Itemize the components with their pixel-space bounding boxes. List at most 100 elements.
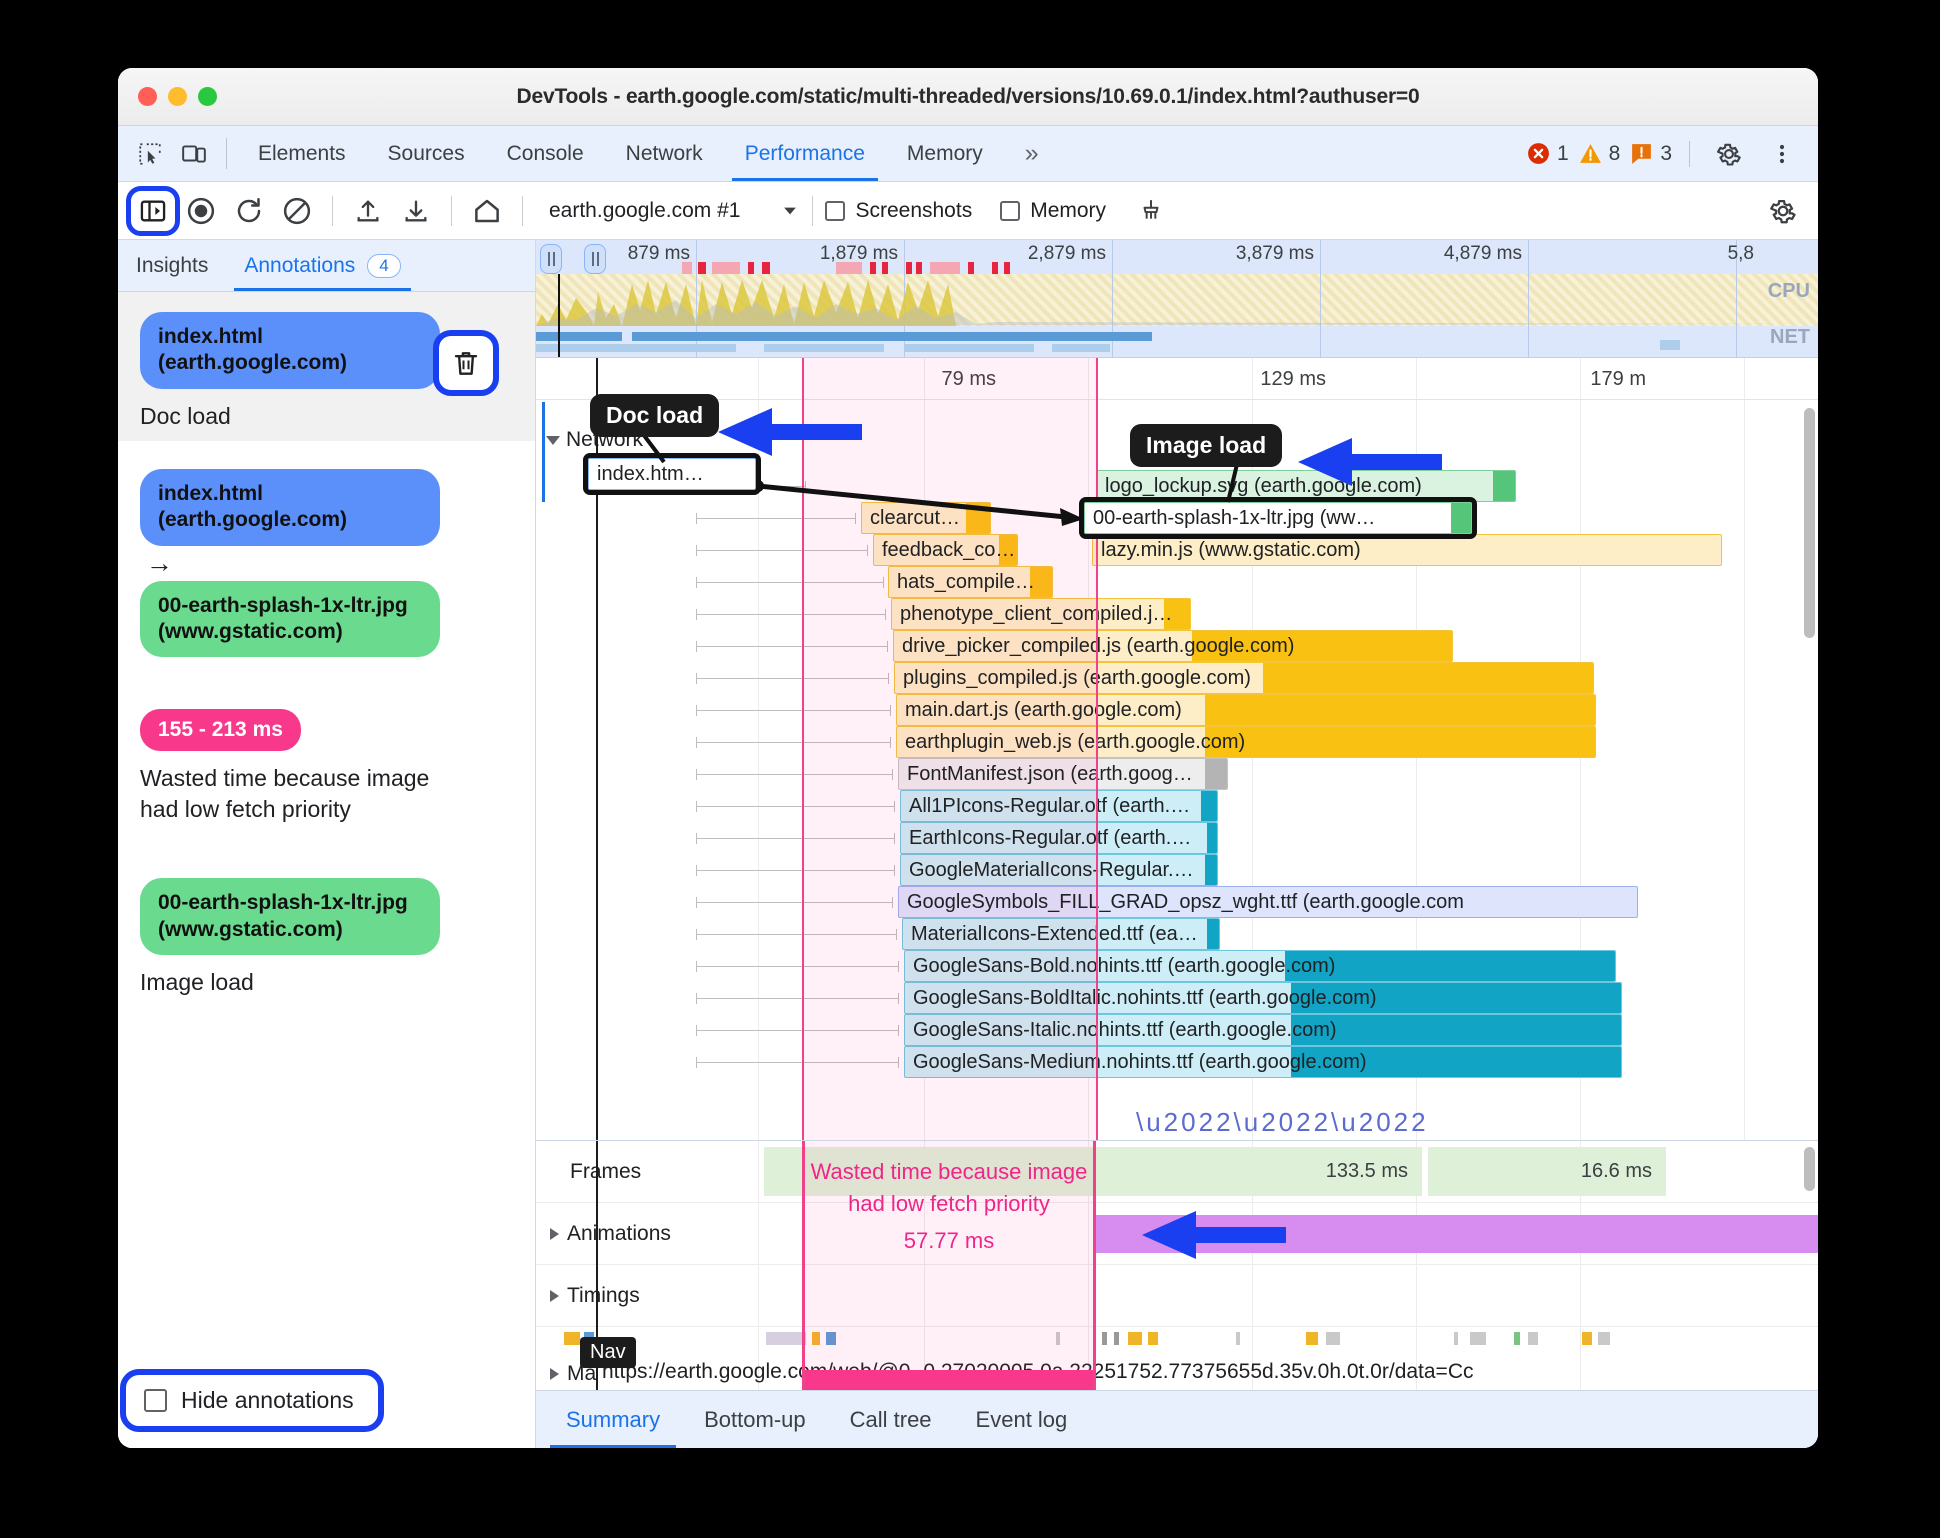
hide-annotations-checkbox[interactable]: Hide annotations: [120, 1369, 384, 1432]
track-resize-handle[interactable]: \u2022\u2022\u2022: [1136, 1107, 1429, 1137]
request-bar[interactable]: GoogleSans-Bold.nohints.ttf (earth.googl…: [904, 950, 1616, 982]
settings-gear-icon[interactable]: [1707, 140, 1751, 168]
request-bar[interactable]: drive_picker_compiled.js (earth.google.c…: [893, 630, 1453, 662]
flamechart-tick: 179 m: [1590, 368, 1646, 390]
lower-tracks-scrollbar[interactable]: [1804, 1147, 1815, 1191]
navigation-marker-line: [596, 1141, 598, 1390]
hide-annotations-label: Hide annotations: [181, 1387, 354, 1413]
flamechart-ruler: 79 ms 129 ms 179 m: [536, 358, 1818, 400]
tab-event-log[interactable]: Event log: [954, 1391, 1090, 1448]
request-bar[interactable]: phenotype_client_compiled.j…: [891, 598, 1191, 630]
request-label: plugins_compiled.js (earth.google.com): [903, 666, 1251, 689]
animations-track-row[interactable]: Animations: [536, 1203, 1818, 1265]
flamechart-scrollbar[interactable]: [1804, 408, 1815, 638]
more-options-kebab-icon[interactable]: [1760, 142, 1804, 166]
maximize-window-button[interactable]: [198, 87, 217, 106]
annotation-link-to-chip: 00-earth-splash-1x-ltr.jpg (www.gstatic.…: [140, 580, 440, 658]
request-bar[interactable]: 00-earth-splash-1x-ltr.jpg (ww…: [1079, 497, 1477, 539]
minimize-window-button[interactable]: [168, 87, 187, 106]
clear-recording-button[interactable]: [274, 190, 320, 232]
annotation-item[interactable]: 155 - 213 ms Wasted time because image h…: [118, 667, 535, 834]
collect-garbage-icon[interactable]: [1128, 190, 1174, 232]
tab-network[interactable]: Network: [605, 126, 724, 181]
request-bar[interactable]: earthplugin_web.js (earth.google.com): [896, 726, 1596, 758]
close-window-button[interactable]: [138, 87, 157, 106]
overview-range-handle-right[interactable]: [584, 244, 606, 274]
request-label: earthplugin_web.js (earth.google.com): [905, 730, 1246, 753]
net-label: NET: [1770, 326, 1810, 348]
tab-memory[interactable]: Memory: [886, 126, 1004, 181]
request-bar[interactable]: GoogleSans-Italic.nohints.ttf (earth.goo…: [904, 1014, 1622, 1046]
tabstrip-divider: [226, 138, 227, 169]
device-toolbar-icon[interactable]: [172, 126, 216, 181]
toggle-sidebar-button[interactable]: [126, 185, 180, 236]
timeline-overview[interactable]: 879 ms 1,879 ms 2,879 ms 3,879 ms 4,879 …: [536, 240, 1818, 358]
request-bar[interactable]: plugins_compiled.js (earth.google.com): [894, 662, 1594, 694]
request-bar[interactable]: GoogleSans-BoldItalic.nohints.ttf (earth…: [904, 982, 1622, 1014]
sidebar-tab-insights[interactable]: Insights: [118, 240, 226, 291]
inspect-element-icon[interactable]: [128, 126, 172, 181]
annotations-count-badge: 4: [367, 253, 401, 278]
recording-selector[interactable]: earth.google.com #1: [549, 199, 800, 223]
request-bar[interactable]: MaterialIcons-Extended.ttf (ea…: [902, 918, 1220, 950]
request-bar[interactable]: index.htm…: [583, 453, 761, 495]
tab-call-tree-label: Call tree: [849, 1406, 932, 1432]
overview-tick: 2,879 ms: [1027, 243, 1106, 264]
network-flamechart[interactable]: 79 ms 129 ms 179 m Network index.htm…: [536, 358, 1818, 1140]
load-profile-button[interactable]: [345, 190, 391, 232]
request-bar[interactable]: feedback_co…: [873, 534, 1018, 566]
more-tabs-chevron-icon[interactable]: »: [1004, 126, 1060, 181]
request-bar[interactable]: main.dart.js (earth.google.com): [896, 694, 1596, 726]
tab-bottom-up[interactable]: Bottom-up: [682, 1391, 828, 1448]
marker-fleck: [1004, 262, 1010, 274]
issue-badge[interactable]: 3: [1629, 141, 1672, 166]
sidebar-tab-annotations[interactable]: Annotations 4: [226, 240, 418, 291]
tab-call-tree[interactable]: Call tree: [828, 1391, 954, 1448]
request-bar[interactable]: lazy.min.js (www.gstatic.com): [1092, 534, 1722, 566]
request-bar[interactable]: All1PIcons-Regular.otf (earth.…: [900, 790, 1218, 822]
capture-settings-gear-icon[interactable]: [1760, 190, 1806, 232]
save-profile-button[interactable]: [393, 190, 439, 232]
tab-elements[interactable]: Elements: [237, 126, 367, 181]
annotation-item[interactable]: index.html (earth.google.com) Doc load: [118, 292, 535, 442]
annotation-item[interactable]: 00-earth-splash-1x-ltr.jpg (www.gstatic.…: [118, 834, 535, 1007]
tab-console[interactable]: Console: [486, 126, 605, 181]
frames-track-row[interactable]: Frames 133.5 ms 16.6 ms: [536, 1141, 1818, 1203]
net-bar: [1052, 344, 1110, 352]
memory-checkbox[interactable]: Memory: [1000, 199, 1106, 223]
error-badge[interactable]: 1: [1526, 141, 1569, 166]
frame-block[interactable]: 16.6 ms: [1428, 1147, 1668, 1196]
annotation-item[interactable]: index.html (earth.google.com) → 00-earth…: [118, 441, 535, 667]
request-bar[interactable]: EarthIcons-Regular.otf (earth.…: [900, 822, 1218, 854]
doc-load-callout: Doc load: [590, 394, 720, 437]
timings-track-toggle[interactable]: Timings: [536, 1284, 640, 1308]
range-start-line: [802, 358, 804, 1140]
screenshots-checkbox[interactable]: Screenshots: [825, 199, 972, 223]
request-bar[interactable]: FontManifest.json (earth.goog…: [898, 758, 1228, 790]
time-range-annotation-overlay[interactable]: Wasted time because image had low fetch …: [802, 1141, 1096, 1390]
request-label: clearcut…: [870, 506, 961, 529]
tab-summary[interactable]: Summary: [544, 1391, 682, 1448]
net-bar: [632, 332, 1152, 341]
main-track-row[interactable]: Ma https://earth.google.com/web/@0,-0.27…: [536, 1332, 1818, 1390]
chevron-down-icon: [784, 207, 797, 214]
request-label: GoogleSans-Bold.nohints.ttf (earth.googl…: [913, 954, 1336, 977]
request-bar[interactable]: GoogleSymbols_FILL_GRAD_opsz_wght.ttf (e…: [898, 886, 1638, 918]
warning-badge[interactable]: 8: [1578, 141, 1620, 166]
overview-range-handle-left[interactable]: [540, 244, 562, 274]
delete-annotation-button[interactable]: [433, 330, 499, 396]
timings-track-row[interactable]: Timings: [536, 1265, 1818, 1327]
nav-marker-chip[interactable]: Nav: [580, 1337, 636, 1368]
annotation-label: Wasted time because image had low fetch …: [140, 765, 430, 822]
request-bar[interactable]: GoogleSans-Medium.nohints.ttf (earth.goo…: [904, 1046, 1622, 1078]
request-bar[interactable]: hats_compile…: [888, 566, 1053, 598]
request-label: EarthIcons-Regular.otf (earth.…: [909, 826, 1192, 849]
tab-performance[interactable]: Performance: [724, 126, 886, 181]
record-button[interactable]: [178, 190, 224, 232]
tab-sources[interactable]: Sources: [367, 126, 486, 181]
request-bar[interactable]: GoogleMaterialIcons-Regular.…: [900, 854, 1218, 886]
home-landing-page-button[interactable]: [464, 190, 510, 232]
animations-track-toggle[interactable]: Animations: [536, 1222, 671, 1246]
range-annotation-bar: [805, 1370, 1093, 1390]
reload-and-record-button[interactable]: [226, 190, 272, 232]
